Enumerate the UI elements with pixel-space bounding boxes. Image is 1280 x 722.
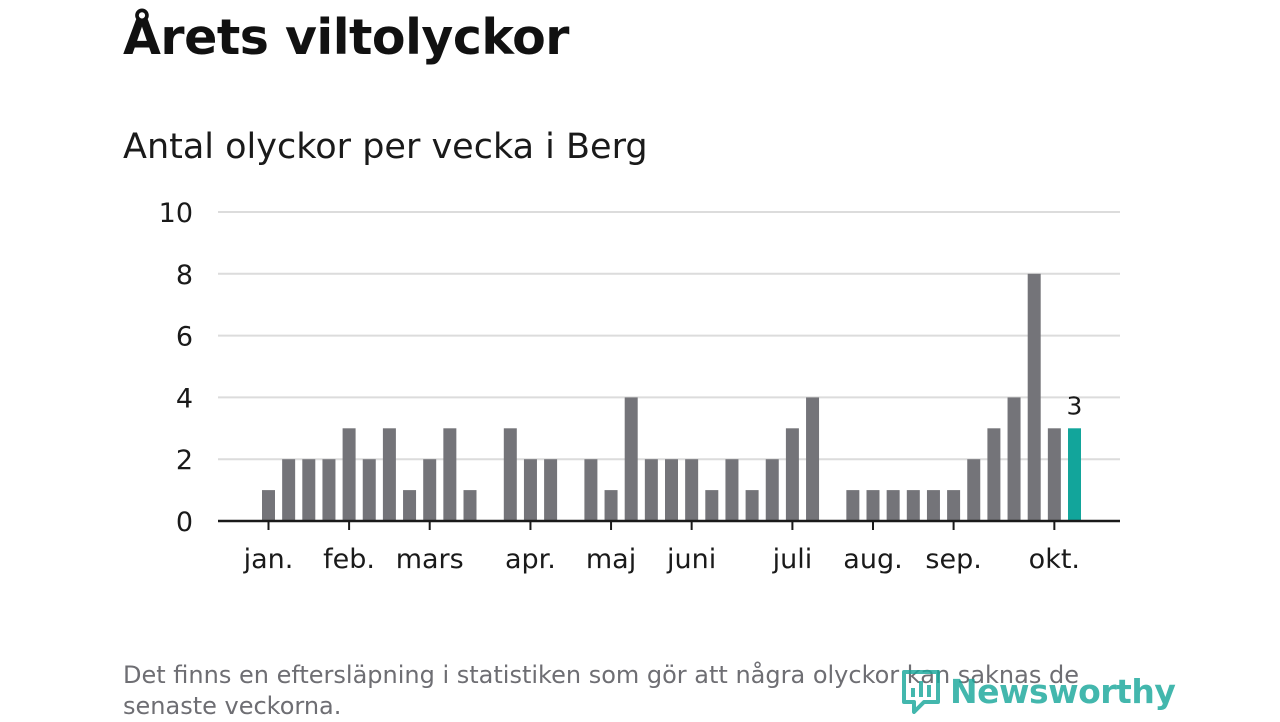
bar [665, 459, 678, 521]
bar [685, 459, 699, 521]
bar [1007, 397, 1021, 521]
bar [624, 397, 638, 521]
newsworthy-logo-icon [902, 670, 940, 714]
x-tick-label: maj [586, 544, 636, 575]
y-tick-label: 2 [176, 445, 193, 476]
bar [705, 490, 719, 521]
bar [382, 428, 396, 521]
bar [443, 428, 457, 521]
bar [584, 459, 598, 521]
bar [987, 428, 1001, 521]
x-tick-label: feb. [323, 544, 375, 575]
bar [644, 459, 658, 521]
bar [463, 490, 477, 521]
bars [262, 273, 1081, 521]
y-tick-label: 8 [176, 260, 193, 291]
bar [846, 490, 860, 521]
bar [1047, 428, 1061, 521]
data-label: 3 [1067, 391, 1083, 420]
bar [967, 459, 981, 521]
bar [503, 428, 517, 521]
newsworthy-brand-name: Newsworthy [950, 671, 1176, 711]
bar [282, 459, 296, 521]
page-title: Årets viltolyckor [123, 9, 569, 66]
x-tick-label: jan. [243, 544, 294, 575]
bar [947, 490, 961, 521]
y-tick-label: 4 [176, 383, 193, 414]
bar [604, 490, 618, 521]
bar [523, 459, 537, 521]
bar [745, 490, 759, 521]
y-axis-ticks: 0 2 4 6 8 10 [159, 198, 193, 538]
bar [886, 490, 900, 521]
bar-highlight [1068, 428, 1081, 521]
x-axis: jan. feb. mars apr. maj juni juli aug. sep. okt. [218, 519, 1120, 575]
data-labels: 3 [1067, 391, 1083, 420]
bar [785, 428, 799, 521]
bar [1027, 273, 1041, 521]
x-tick-label: mars [396, 544, 464, 575]
y-tick-label: 6 [176, 322, 193, 353]
y-tick-label: 0 [176, 507, 193, 538]
bar [302, 459, 316, 521]
bar-chart: 0 2 4 6 8 10 jan. feb. mars apr. maj juni juli aug. s… [159, 198, 1120, 575]
bar [725, 459, 739, 521]
x-tick-label: sep. [925, 544, 981, 575]
x-tick-label: juni [666, 544, 716, 575]
bar [322, 459, 336, 521]
bar [926, 490, 940, 521]
bar [262, 490, 275, 521]
x-tick-label: okt. [1029, 544, 1080, 575]
bar [906, 490, 920, 521]
bar [423, 459, 437, 521]
bar [403, 490, 417, 521]
newsworthy-logo[interactable]: Newsworthy [900, 668, 1176, 714]
gridlines [218, 211, 1120, 461]
y-tick-label: 10 [159, 198, 193, 229]
bar [362, 459, 376, 521]
bar [342, 428, 356, 521]
bar [765, 459, 779, 521]
bar [866, 490, 880, 521]
bar [544, 459, 558, 521]
x-tick-label: juli [772, 544, 813, 575]
x-tick-label: apr. [505, 544, 556, 575]
bar [806, 397, 820, 521]
chart-subtitle: Antal olyckor per vecka i Berg [123, 127, 648, 167]
x-tick-label: aug. [843, 544, 902, 575]
